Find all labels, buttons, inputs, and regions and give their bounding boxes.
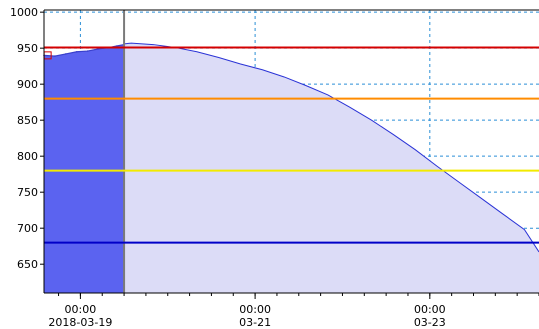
history-point-4	[86, 50, 89, 52]
history-point-2	[65, 53, 67, 55]
x-tick-label-time-0: 00:00	[65, 303, 97, 316]
x-tick-label-time-2: 00:00	[414, 303, 446, 316]
history-point-5	[97, 48, 100, 50]
y-tick-label-0: 1000	[10, 6, 38, 19]
y-tick-label-3: 850	[17, 114, 38, 127]
y-tick-label-6: 700	[17, 222, 38, 235]
forecast-area	[124, 43, 539, 294]
y-tick-label-1: 950	[17, 42, 38, 55]
forecast-line	[124, 42, 539, 253]
y-tick-label-2: 900	[17, 78, 38, 91]
x-tick-label-date-0: 2018-03-19	[48, 316, 112, 329]
x-tick-label-date-2: 03-23	[414, 316, 446, 329]
x-tick-label-date-1: 03-21	[239, 316, 271, 329]
y-tick-label-7: 650	[17, 258, 38, 271]
history-point-1	[54, 55, 56, 57]
history-point-3	[75, 50, 78, 53]
history-point-7	[115, 45, 118, 47]
history-area	[44, 44, 125, 294]
x-tick-label-time-1: 00:00	[239, 303, 271, 316]
y-tick-label-5: 750	[17, 186, 38, 199]
y-tick-label-4: 800	[17, 150, 38, 163]
